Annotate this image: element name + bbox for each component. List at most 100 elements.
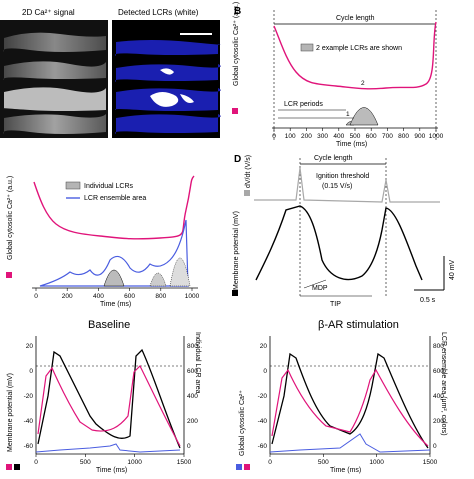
panel-e-left-rytick-4: 0 [187,443,191,450]
panel-b-ylabel: Global cytosolic Ca²⁺ (a.u.) [233,2,240,86]
panel-e-right-rytick-2: 400 [433,393,444,400]
panel-e-chart: Baseline β-AR stimulation Membrane poten… [6,319,447,474]
panel-c-xtick-5: 1000 [185,293,200,300]
panel-a-label-left: 2D Ca²⁺ signal [22,8,75,17]
panel-e-right-yticks: 20 0 -20 -40 -60 [258,343,268,450]
panel-e-left-yticks: 20 0 -20 -40 -60 [24,343,34,450]
panel-e-left-axis2: Global cytosolic Ca²⁺ [239,390,246,456]
panel-c-legend-ensemble: LCR ensemble area [84,195,146,202]
mdp-label: MDP [312,285,328,292]
panel-c-xlabel: Time (ms) [100,301,131,308]
panel-a: 2D Ca²⁺ signal Detected LCRs (white) [0,0,222,140]
panel-b-legend: 2 example LCRs are shown [316,45,402,52]
ca-trace [273,21,437,90]
panel-d: D dV/dt (V/s) Cycle length Ignition thre… [226,150,474,310]
beta-membrane-trace [271,352,429,449]
panel-e-right-rytick-0: 800 [433,343,444,350]
panel-b-lcr-periods: LCR periods [284,101,323,108]
baseline-membrane-trace [37,348,181,449]
panel-e-left-xtick-3: 1500 [177,459,192,466]
panel-b-letter: B [234,6,241,17]
panel-c-ca-trace [33,175,195,240]
panel-b-xtick-0: 0 [272,133,276,140]
ignition-value: (0.15 V/s) [322,183,352,190]
panel-a-images [0,20,221,138]
panel-b-xtick-8: 800 [398,133,409,140]
panel-e-right-ryticks: 800 600 400 200 0 [433,343,444,450]
panel-b-xtick-3: 300 [317,133,328,140]
panel-c-xticks: 0 200 400 600 800 1000 [34,288,200,300]
dvdt-trace [254,167,440,203]
panel-c-xtick-4: 800 [155,293,166,300]
panel-e-right-rytick-3: 200 [433,418,444,425]
panel-c: Global cytosolic Ca²⁺ (a.u.) Individual … [0,160,226,310]
beta-ca-trace [271,368,429,447]
panel-e-left-rytick-1: 600 [187,368,198,375]
panel-c-chart: Global cytosolic Ca²⁺ (a.u.) Individual … [6,175,200,308]
panel-e-right-ytick-2: -20 [258,393,268,400]
lcr-number-2: 2 [361,80,365,87]
panel-c-ylabel: Global cytosolic Ca²⁺ (a.u.) [7,176,14,260]
baseline-ca-trace [37,364,181,447]
panel-e-left-xtick-2: 1000 [127,459,142,466]
panel-e-left-xtick-1: 500 [80,459,91,466]
panel-e-right-axis: Individual LCR area [194,332,201,394]
panel-b-chart: B Global cytosolic Ca²⁺ (a.u.) Cycle len… [232,2,444,148]
panel-e-right-ytick-4: -60 [258,443,268,450]
ignition-threshold: Ignition threshold [316,173,369,180]
panel-b-xticks: 0 100 200 300 400 500 600 700 800 900 1000 [272,128,444,140]
panel-c-xtick-2: 400 [93,293,104,300]
panel-b-xlabel: Time (ms) [336,141,367,148]
panel-e-left-rytick-2: 400 [187,393,198,400]
panel-e: Baseline β-AR stimulation Membrane poten… [0,316,474,474]
panel-e-left-ytick-3: -40 [24,418,34,425]
panel-e-left-rytick-0: 800 [187,343,198,350]
panel-b-xtick-1: 100 [285,133,296,140]
panel-b-xtick-4: 400 [333,133,344,140]
panel-c-xtick-3: 600 [124,293,135,300]
lcr-number-1: 1 [346,111,350,118]
panel-b-xtick-10: 1000 [429,133,444,140]
panel-e-right-xtick-2: 1000 [369,459,384,466]
scale-t: 0.5 s [420,297,436,304]
panel-b-xtick-2: 200 [301,133,312,140]
panel-e-left-xtick-0: 0 [34,459,38,466]
panel-e-xlabel: Time (ms) [96,467,127,474]
panel-d-chart: D dV/dt (V/s) Cycle length Ignition thre… [232,154,456,308]
panel-e-left-ytick-2: -20 [24,393,34,400]
panel-e-right-xtick-0: 0 [268,459,272,466]
tip-label: TIP [330,301,341,308]
panel-e-left-ytick-4: -60 [24,443,34,450]
panel-e-right-rytick-1: 600 [433,368,444,375]
panel-e-left-axis: Membrane potential (mV) [7,373,14,452]
panel-d-dvdt-label: dV/dt (V/s) [245,155,252,188]
legend-swatch [300,43,314,52]
panel-c-xtick-0: 0 [34,293,38,300]
panel-e-xlabel-right: Time (ms) [330,467,361,474]
panel-e-left-xticks: 0 500 1000 1500 [34,454,192,466]
panel-e-right-ytick-1: 0 [263,368,267,375]
panel-e-left-rytick-3: 200 [187,418,198,425]
magenta-swatch [232,108,238,114]
panel-b-cycle-length: Cycle length [336,15,375,22]
panel-d-membrane-label: Membrane potential (mV) [233,211,240,290]
panel-c-ensemble [39,219,189,287]
panel-e-title-left: Baseline [88,319,130,331]
panel-e-left-ytick-1: 0 [29,368,33,375]
panel-b-xtick-6: 600 [366,133,377,140]
panel-e-left-ryticks: 800 600 400 200 0 [187,343,198,450]
scale-v: 40 mV [449,259,456,280]
panel-e-right-xtick-1: 500 [318,459,329,466]
panel-e-right-xtick-3: 1500 [423,459,438,466]
panel-d-letter: D [234,154,241,165]
panel-b-xtick-9: 900 [414,133,425,140]
panel-d-cycle-length: Cycle length [314,155,353,162]
panel-b-xtick-5: 500 [350,133,361,140]
panel-b-xtick-7: 700 [382,133,393,140]
panel-e-right-xticks: 0 500 1000 1500 [268,454,438,466]
panel-a-label-right: Detected LCRs (white) [118,8,199,17]
panel-e-right-ytick-0: 20 [260,343,268,350]
panel-e-right-axis2: LCR ensemble area (μm², colors) [440,332,447,436]
panel-c-xtick-1: 200 [62,293,73,300]
panel-e-title-right: β-AR stimulation [318,319,399,331]
